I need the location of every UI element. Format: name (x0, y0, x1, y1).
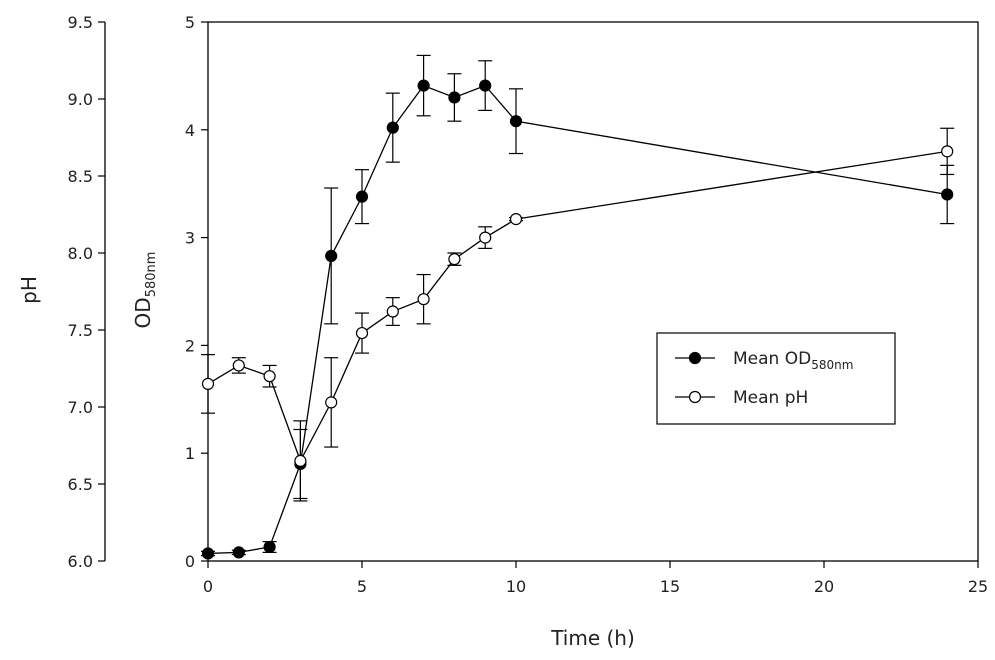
od-tick-label: 5 (185, 13, 195, 32)
x-axis: 0 5 10 15 20 25 (203, 561, 988, 596)
series-od-line (207, 84, 948, 555)
x-tick-label: 5 (357, 577, 367, 596)
ph-tick-label: 7.0 (68, 398, 93, 417)
x-tick-label: 20 (814, 577, 834, 596)
ph-tick-label: 6.5 (68, 475, 93, 494)
series-ph-point (509, 213, 523, 226)
series-od-point (417, 79, 430, 92)
x-tick-label: 15 (660, 577, 680, 596)
series-ph-point (232, 359, 245, 372)
legend-box (656, 332, 896, 425)
od-axis-title-main: OD (131, 297, 155, 328)
od-axis-title: OD580nm (131, 252, 159, 329)
series-ph-point (355, 326, 369, 340)
series-ph-point (294, 454, 307, 467)
series-ph-point (417, 293, 430, 306)
series-od-point (386, 121, 399, 134)
series-ph-point (448, 253, 461, 266)
series-od-point (941, 188, 954, 201)
legend: Mean OD580nm Mean pH (656, 332, 896, 425)
series-ph-point (325, 396, 338, 409)
series-od-point (509, 115, 523, 128)
x-tick-label: 10 (506, 577, 526, 596)
legend-od-label: Mean OD580nm (733, 349, 853, 372)
series-ph-point (201, 377, 215, 390)
plot-frame (207, 21, 979, 562)
od-tick-label: 4 (185, 121, 195, 140)
series-ph-point (263, 370, 276, 383)
ph-tick-label: 8.5 (68, 167, 93, 186)
x-tick-label: 25 (968, 577, 988, 596)
x-axis-title: Time (h) (550, 626, 635, 650)
series-layer (201, 54, 955, 560)
legend-ph-marker (688, 390, 702, 404)
series-od-point (263, 540, 276, 554)
ph-tick-label: 9.0 (68, 90, 93, 109)
series-od-point (479, 79, 492, 92)
legend-od-label-subscript: 580nm (811, 358, 853, 372)
od-tick-label: 3 (185, 229, 195, 248)
ph-tick-label: 6.0 (68, 552, 93, 571)
x-tick-label: 0 (203, 577, 213, 596)
series-od-point (355, 190, 369, 203)
series-ph-point (479, 231, 492, 244)
series-od-point (325, 249, 338, 263)
series-ph-point (386, 305, 399, 318)
od-tick-label: 1 (185, 444, 195, 463)
ph-axis-title: pH (17, 276, 41, 304)
od-tick-label: 2 (185, 336, 195, 355)
series-od-point (232, 546, 245, 559)
ph-tick-label: 8.0 (68, 244, 93, 263)
series-ph-point (941, 145, 954, 158)
series-od-point (448, 91, 461, 104)
od-axis: 0 1 2 3 4 5 (185, 13, 208, 571)
ph-tick-label: 7.5 (68, 321, 93, 340)
ph-axis: 6.0 6.5 7.0 7.5 8.0 8.5 9.0 9.5 (68, 13, 106, 571)
legend-od-label-main: Mean OD (733, 349, 811, 369)
series-od-point (201, 547, 215, 560)
ph-tick-label: 9.5 (68, 13, 93, 32)
legend-ph-label: Mean pH (733, 388, 808, 408)
legend-od-marker (688, 351, 702, 365)
series-ph (201, 127, 955, 502)
series-od (201, 54, 955, 560)
od-tick-label: 0 (185, 552, 195, 571)
od-axis-title-subscript: 580nm (144, 252, 159, 298)
